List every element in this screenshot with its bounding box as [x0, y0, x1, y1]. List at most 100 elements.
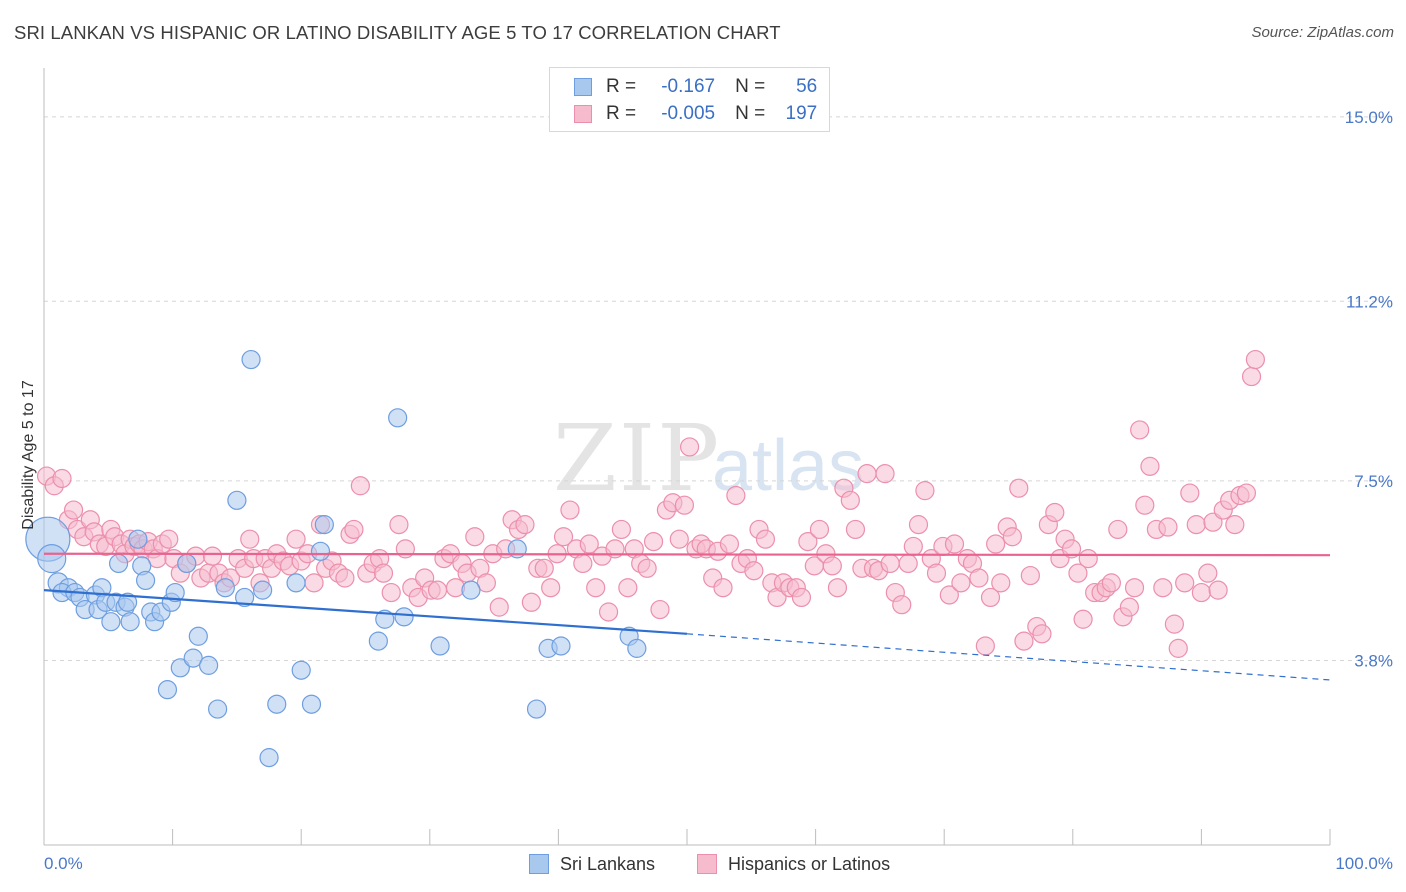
point-hispanics — [791, 587, 812, 608]
point-hispanics — [857, 464, 877, 484]
point-sri-lankans — [188, 626, 208, 646]
point-hispanics — [1119, 597, 1139, 617]
point-hispanics — [618, 578, 638, 598]
point-hispanics — [611, 519, 632, 540]
legend-swatch-hispanics — [574, 105, 592, 123]
point-hispanics — [1108, 519, 1128, 540]
point-sri-lankans — [120, 612, 140, 632]
point-hispanics — [1186, 515, 1206, 535]
point-sri-lankans — [259, 748, 279, 768]
correlation-legend: R = -0.167 N = 56 R = -0.005 N = 197 — [549, 67, 830, 132]
point-sri-lankans — [215, 578, 235, 598]
point-hispanics — [1045, 502, 1065, 523]
point-hispanics — [335, 568, 355, 588]
point-hispanics — [951, 573, 971, 593]
point-sri-lankans — [461, 580, 481, 600]
legend-r-value: -0.005 — [661, 103, 716, 124]
trend-line-hispanics — [43, 552, 1331, 557]
point-hispanics — [1140, 456, 1160, 476]
point-hispanics — [903, 536, 923, 557]
point-hispanics — [202, 546, 223, 566]
point-sri-lankans — [388, 408, 408, 428]
legend-r-label: R = — [606, 76, 637, 97]
point-sri-lankans — [108, 553, 129, 574]
point-sri-lankans — [267, 694, 287, 714]
point-sri-lankans — [227, 490, 247, 510]
point-hispanics — [1191, 582, 1212, 603]
x-tick-label: 0.0% — [44, 854, 83, 873]
point-hispanics — [1208, 580, 1228, 600]
point-hispanics — [521, 592, 541, 612]
point-hispanics — [898, 553, 918, 574]
point-sri-lankans — [183, 648, 203, 668]
point-hispanics — [1180, 483, 1200, 503]
point-hispanics — [674, 495, 695, 515]
point-hispanics — [1153, 578, 1173, 598]
legend-label-sri-lankans: Sri Lankans — [560, 853, 656, 874]
legend-row-sri-lankans: R = -0.167 N = 56 — [574, 75, 817, 99]
point-hispanics — [875, 464, 895, 484]
point-hispanics — [926, 563, 947, 583]
point-sri-lankans — [627, 638, 647, 658]
point-sri-lankans — [208, 699, 228, 719]
point-sri-lankans — [165, 582, 185, 603]
point-hispanics — [1101, 573, 1121, 593]
point-sri-lankans — [170, 658, 190, 678]
point-hispanics — [534, 558, 554, 578]
point-hispanics — [643, 531, 664, 552]
data-points — [25, 349, 1266, 768]
point-hispanics — [63, 500, 84, 520]
point-hispanics — [1168, 638, 1188, 658]
point-hispanics — [713, 578, 733, 598]
point-hispanics — [669, 529, 689, 549]
legend-label-hispanics: Hispanics or Latinos — [728, 853, 891, 874]
y-tick-label: 3.8% — [1354, 652, 1393, 671]
point-hispanics — [980, 587, 1001, 608]
legend-swatch-sri-lankans — [574, 78, 592, 96]
point-hispanics — [1078, 548, 1098, 569]
point-sri-lankans — [177, 553, 197, 574]
point-hispanics — [1073, 609, 1093, 629]
point-sri-lankans — [394, 607, 414, 627]
point-sri-lankans — [526, 699, 547, 719]
point-sri-lankans — [241, 349, 261, 370]
chart-title: SRI LANKAN VS HISPANIC OR LATINO DISABIL… — [14, 22, 781, 43]
legend-r-label: R = — [606, 103, 637, 124]
point-hispanics — [809, 519, 830, 540]
point-hispanics — [798, 531, 818, 552]
legend-n-value: 56 — [796, 76, 818, 97]
point-hispanics — [1124, 578, 1145, 598]
point-hispanics — [1164, 614, 1184, 634]
point-hispanics — [1068, 563, 1088, 583]
point-hispanics — [880, 553, 900, 574]
point-hispanics — [719, 534, 740, 554]
point-sri-lankans — [430, 636, 450, 656]
point-hispanics — [1236, 483, 1257, 503]
point-hispanics — [560, 500, 580, 520]
point-sri-lankans — [101, 612, 121, 632]
point-sri-lankans — [368, 631, 388, 651]
point-sri-lankans — [199, 655, 219, 675]
axes — [43, 68, 1331, 846]
point-hispanics — [586, 578, 606, 598]
point-hispanics — [1130, 420, 1150, 440]
legend-n-value: 197 — [785, 103, 818, 124]
point-hispanics — [541, 578, 561, 598]
point-hispanics — [344, 519, 364, 540]
point-hispanics — [1032, 624, 1052, 644]
point-hispanics — [1014, 631, 1034, 651]
trend-lines — [43, 552, 1331, 681]
point-hispanics — [840, 490, 860, 510]
point-hispanics — [986, 534, 1006, 554]
y-tick-label: 15.0% — [1345, 108, 1393, 127]
point-hispanics — [637, 558, 657, 578]
point-hispanics — [1002, 527, 1022, 547]
y-tick-label: 11.2% — [1346, 292, 1393, 311]
legend-swatch-hispanics — [697, 854, 717, 874]
point-hispanics — [975, 636, 995, 656]
point-sri-lankans — [291, 660, 311, 680]
point-sri-lankans — [286, 573, 306, 593]
point-sri-lankans — [375, 609, 395, 629]
point-hispanics — [579, 534, 599, 554]
watermark-zip: ZIP — [553, 405, 721, 512]
